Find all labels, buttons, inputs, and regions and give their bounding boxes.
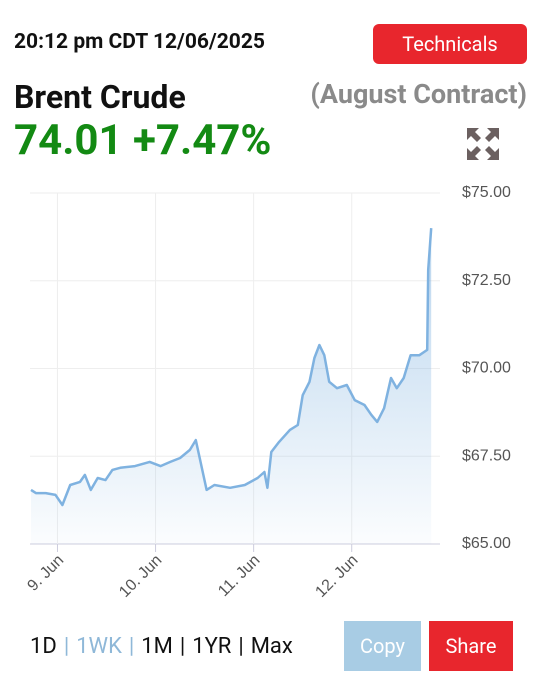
x-tick-label: 10. Jun: [116, 552, 165, 601]
area: [30, 228, 432, 544]
x-tick-label: 12. Jun: [312, 552, 361, 601]
separator: |: [238, 634, 244, 659]
share-button[interactable]: Share: [429, 621, 513, 671]
range-option[interactable]: 1YR: [192, 634, 232, 659]
y-tick-label: $67.50: [462, 447, 511, 464]
price: 74.01: [14, 116, 123, 165]
y-tick-label: $75.00: [462, 184, 511, 201]
separator: |: [128, 634, 135, 659]
range-option[interactable]: Max: [250, 634, 293, 659]
technicals-button[interactable]: Technicals: [373, 24, 527, 64]
chart: $65.00 $67.50 $70.00 $72.50 $75.00 9. Jun 10. …: [24, 184, 511, 601]
range-option[interactable]: 1D: [30, 634, 57, 659]
line: [30, 228, 433, 507]
range-option[interactable]: 1WK: [76, 634, 122, 659]
y-tick-label: $72.50: [462, 272, 511, 289]
copy-button[interactable]: Copy: [344, 621, 421, 671]
y-tick-label: $70.00: [462, 360, 511, 377]
separator: |: [63, 634, 70, 659]
change: +7.47%: [133, 116, 272, 165]
x-tick-label: 11. Jun: [215, 552, 263, 600]
fullscreen-icon[interactable]: [465, 126, 501, 162]
price-line: 74.01 +7.47%: [14, 116, 271, 165]
timestamp: 20:12 pm CDT 12/06/2025: [14, 30, 265, 54]
range-option[interactable]: 1M: [141, 634, 173, 659]
x-tick-label: 9. Jun: [24, 552, 67, 595]
separator: |: [179, 634, 186, 659]
y-tick-label: $65.00: [462, 535, 511, 552]
instrument-name: Brent Crude: [14, 78, 186, 116]
range-selector: 1D | 1WK | 1M | 1YR | Max: [30, 634, 293, 659]
contract: (August Contract): [310, 78, 527, 110]
